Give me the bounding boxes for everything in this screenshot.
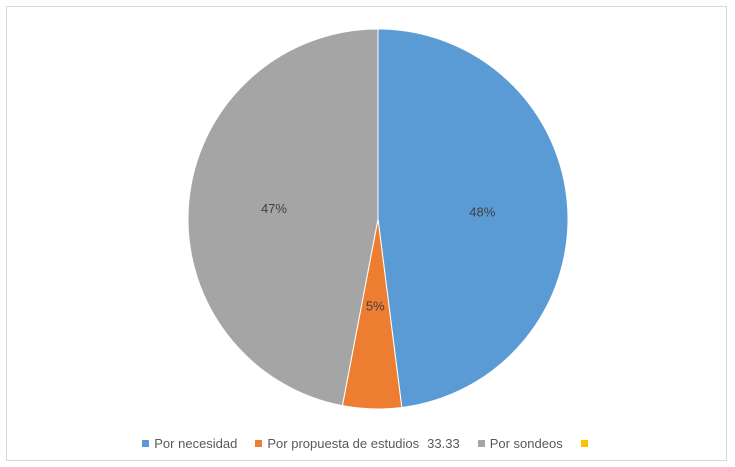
data-label-por-propuesta-de-estudios: 5% [366, 298, 385, 313]
legend-label: Por propuesta de estudios [267, 436, 420, 451]
data-label-por-sondeos: 47% [261, 201, 287, 216]
legend-label: Por sondeos [489, 436, 563, 451]
chart-legend: Por necesidad Por propuesta de estudios … [0, 436, 735, 451]
pie-slice-por-sondeos [187, 28, 379, 407]
legend-swatch-yellow [580, 440, 588, 447]
legend-item-por-necesidad: Por necesidad [142, 436, 237, 451]
legend-item-empty [580, 440, 593, 447]
legend-swatch-gray [477, 440, 485, 447]
legend-label: Por necesidad [154, 436, 238, 451]
legend-item-por-propuesta: Por propuesta de estudios 33.33 [255, 436, 460, 451]
legend-item-por-sondeos: Por sondeos [477, 436, 563, 451]
data-label-por-necesidad: 48% [469, 204, 495, 219]
legend-swatch-orange [255, 440, 263, 447]
legend-swatch-blue [142, 440, 150, 447]
legend-extra-value: 33.33 [427, 436, 460, 451]
pie-slice-por-necesidad [377, 28, 569, 409]
